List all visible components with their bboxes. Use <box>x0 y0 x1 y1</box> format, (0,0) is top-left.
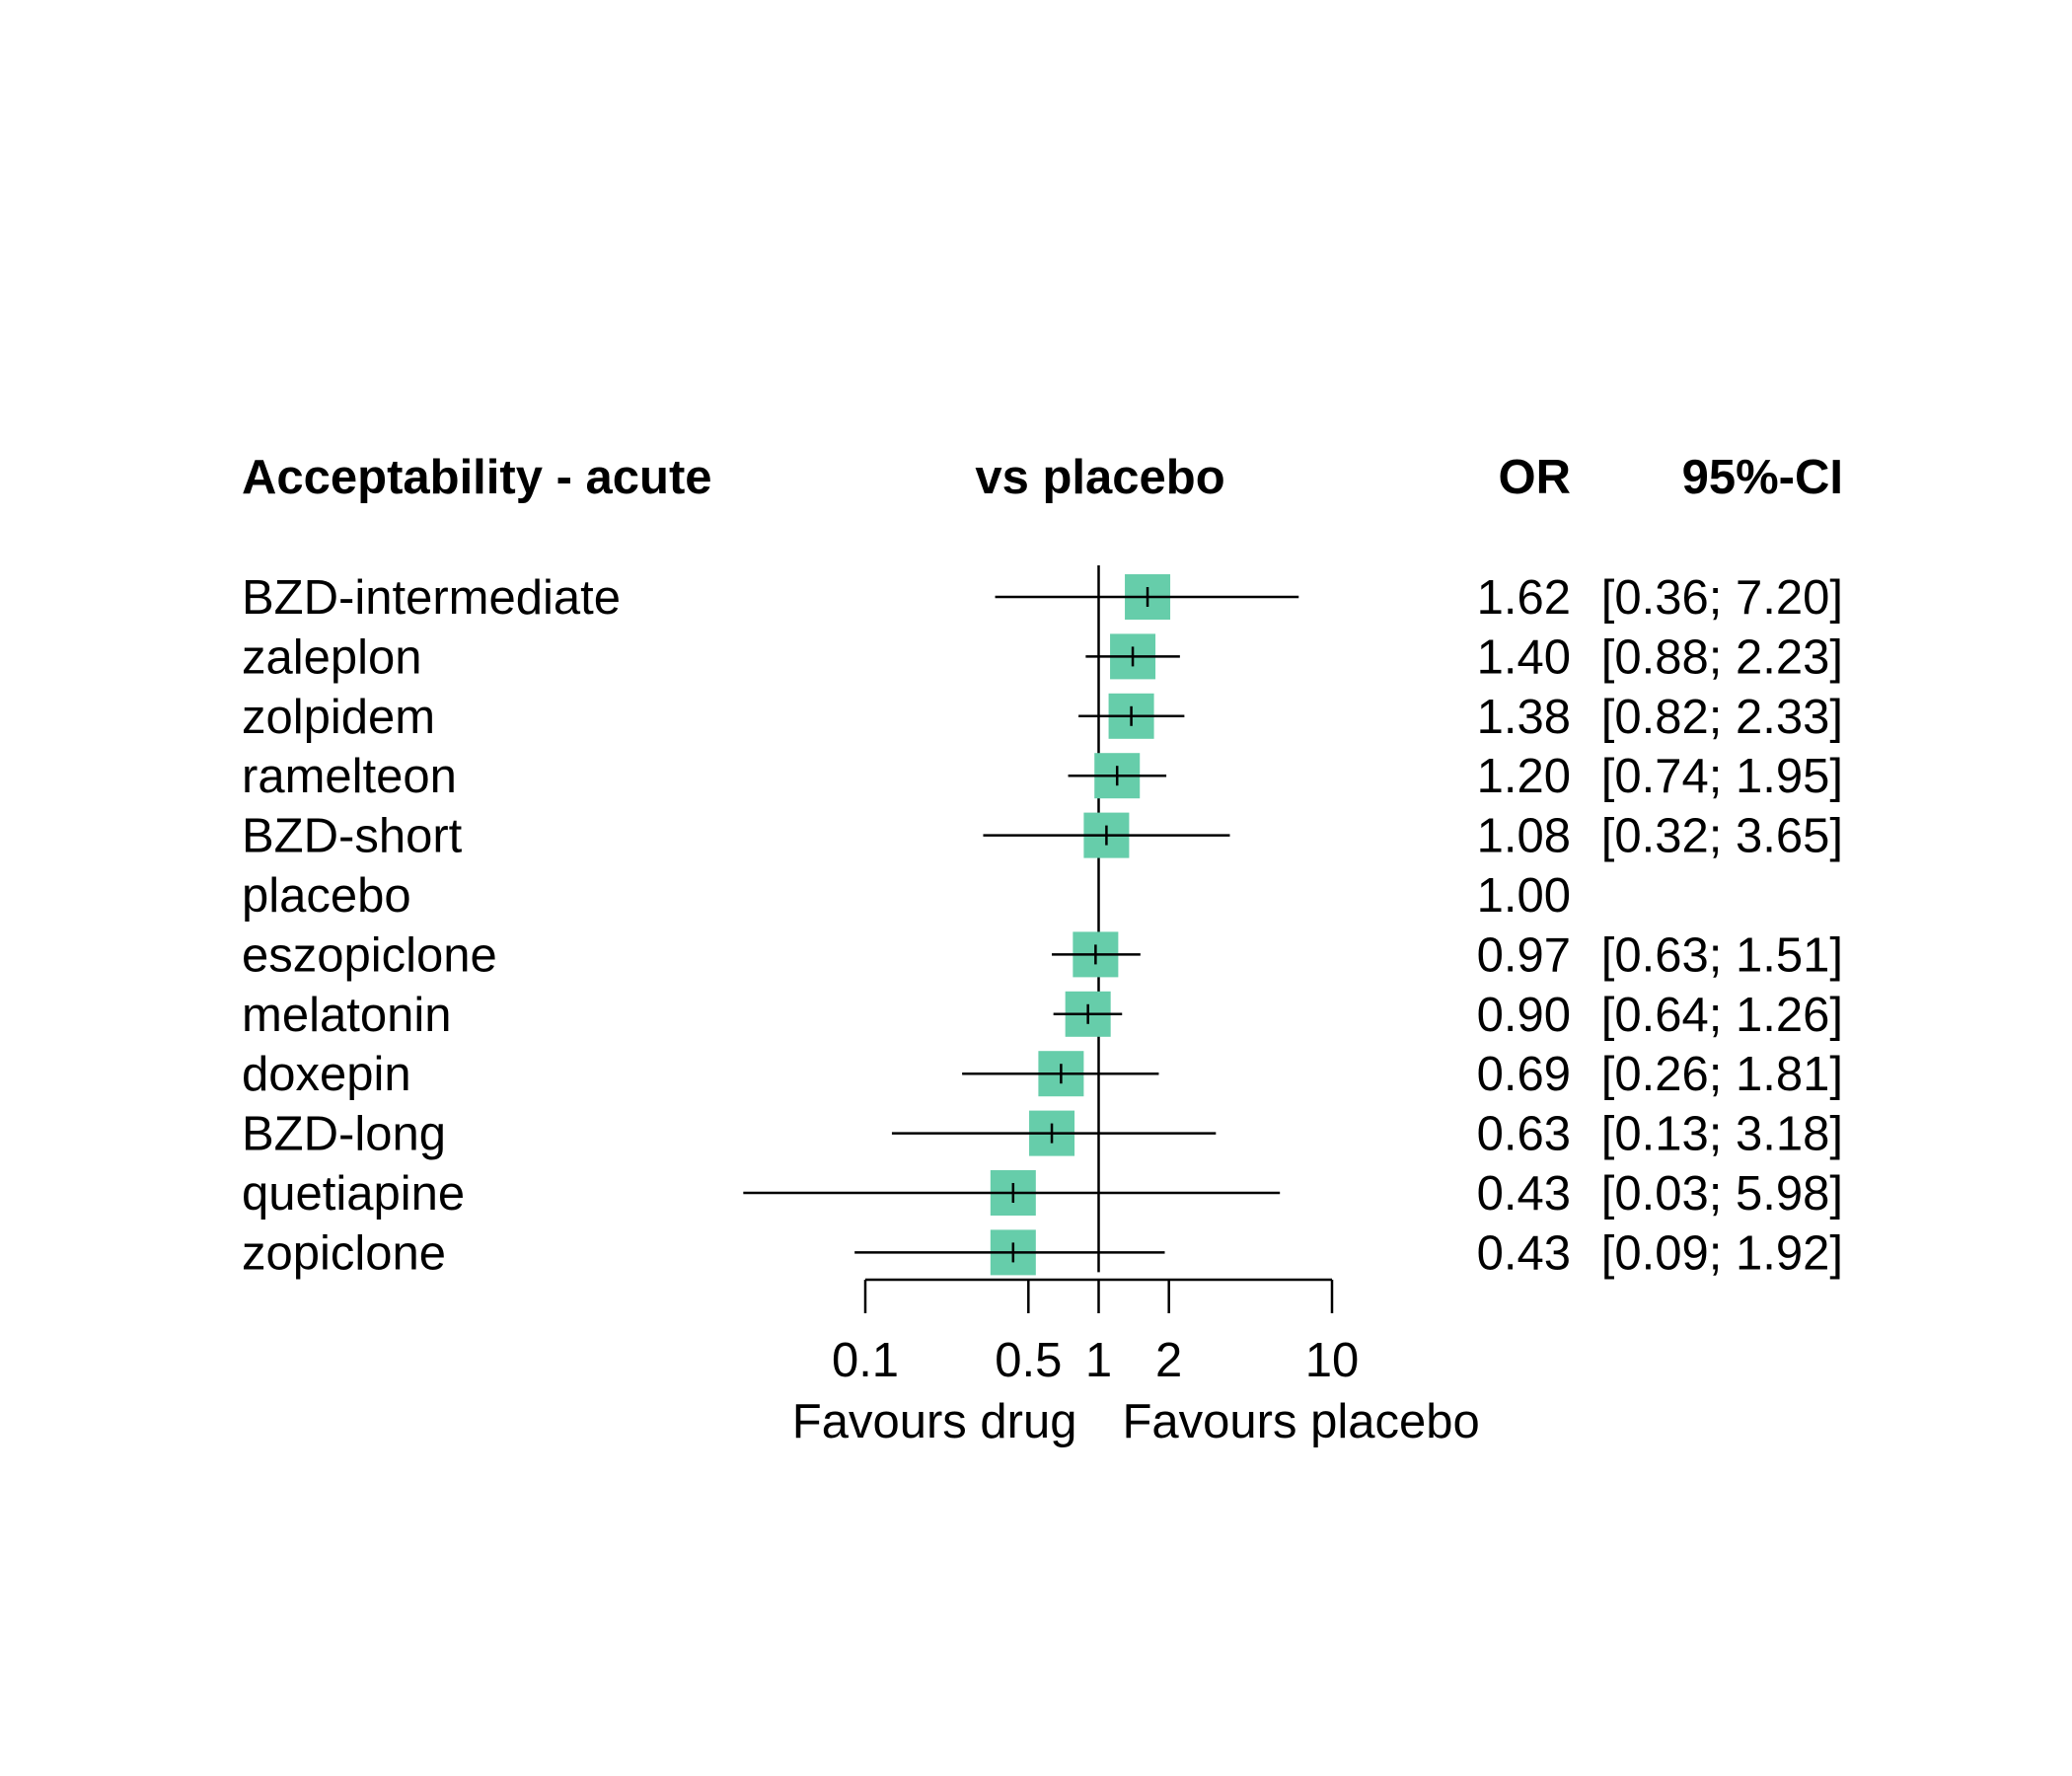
row-label: quetiapine <box>242 1167 465 1221</box>
row-label: ramelteon <box>242 750 457 803</box>
or-value: 1.08 <box>1477 810 1571 863</box>
row-label: BZD-intermediate <box>242 571 621 625</box>
row-label: zaleplon <box>242 630 422 684</box>
or-value: 0.63 <box>1477 1108 1571 1161</box>
forest-row: BZD-long 0.63 [0.13; 3.18] <box>242 1108 1843 1161</box>
or-value: 1.62 <box>1477 571 1571 625</box>
forest-row: zopiclone 0.43 [0.09; 1.92] <box>242 1226 1843 1280</box>
favours-drug-label: Favours drug <box>792 1395 1077 1448</box>
or-value: 1.20 <box>1477 750 1571 803</box>
favours-placebo-label: Favours placebo <box>1123 1395 1480 1448</box>
row-label: BZD-short <box>242 810 463 863</box>
comparison-header: vs placebo <box>975 451 1224 504</box>
or-header: OR <box>1499 451 1572 504</box>
or-value: 1.38 <box>1477 691 1571 744</box>
row-label: doxepin <box>242 1048 411 1101</box>
forest-row: melatonin 0.90 [0.64; 1.26] <box>242 989 1843 1042</box>
forest-row: zaleplon 1.40 [0.88; 2.23] <box>242 630 1843 684</box>
row-label: zopiclone <box>242 1226 446 1280</box>
ci-value: [0.82; 2.33] <box>1601 691 1843 744</box>
forest-row: ramelteon 1.20 [0.74; 1.95] <box>242 750 1843 803</box>
or-value: 1.00 <box>1477 869 1571 923</box>
forest-row: eszopiclone 0.97 [0.63; 1.51] <box>242 928 1843 982</box>
ci-value: [0.13; 3.18] <box>1601 1108 1843 1161</box>
or-value: 0.90 <box>1477 989 1571 1042</box>
tick-label: 10 <box>1305 1334 1360 1387</box>
row-label: eszopiclone <box>242 928 497 982</box>
ci-value: [0.32; 3.65] <box>1601 810 1843 863</box>
plot-title: Acceptability - acute <box>242 451 712 504</box>
forest-row: placebo 1.00 <box>242 869 1571 923</box>
or-value: 0.43 <box>1477 1226 1571 1280</box>
forest-rows: BZD-intermediate 1.62 [0.36; 7.20]zaleplon… <box>242 565 1843 1280</box>
forest-row: doxepin 0.69 [0.26; 1.81] <box>242 1048 1843 1101</box>
ci-value: [0.09; 1.92] <box>1601 1226 1843 1280</box>
ci-value: [0.88; 2.23] <box>1601 630 1843 684</box>
or-value: 0.43 <box>1477 1167 1571 1221</box>
forest-row: zolpidem 1.38 [0.82; 2.33] <box>242 691 1843 744</box>
forest-row: quetiapine 0.43 [0.03; 5.98] <box>242 1167 1843 1221</box>
tick-label: 0.5 <box>995 1334 1062 1387</box>
ci-value: [0.74; 1.95] <box>1601 750 1843 803</box>
or-value: 1.40 <box>1477 630 1571 684</box>
ci-value: [0.03; 5.98] <box>1601 1167 1843 1221</box>
ci-value: [0.26; 1.81] <box>1601 1048 1843 1101</box>
or-value: 0.69 <box>1477 1048 1571 1101</box>
tick-label: 2 <box>1155 1334 1182 1387</box>
forest-row: BZD-intermediate 1.62 [0.36; 7.20] <box>242 571 1843 625</box>
row-label: placebo <box>242 869 411 923</box>
row-label: BZD-long <box>242 1108 446 1161</box>
ci-value: [0.64; 1.26] <box>1601 989 1843 1042</box>
row-label: melatonin <box>242 989 451 1042</box>
row-label: zolpidem <box>242 691 435 744</box>
ci-header: 95%-CI <box>1682 451 1843 504</box>
forest-row: BZD-short 1.08 [0.32; 3.65] <box>242 810 1843 863</box>
x-axis: 0.1 0.5 1 2 10 Favours drug Favours placebo <box>792 1278 1480 1448</box>
ci-value: [0.36; 7.20] <box>1601 571 1843 625</box>
or-value: 0.97 <box>1477 928 1571 982</box>
tick-label: 0.1 <box>832 1334 899 1387</box>
tick-label: 1 <box>1085 1334 1112 1387</box>
ci-value: [0.63; 1.51] <box>1601 928 1843 982</box>
column-headers: Acceptability - acute vs placebo OR 95%-… <box>242 451 1843 504</box>
